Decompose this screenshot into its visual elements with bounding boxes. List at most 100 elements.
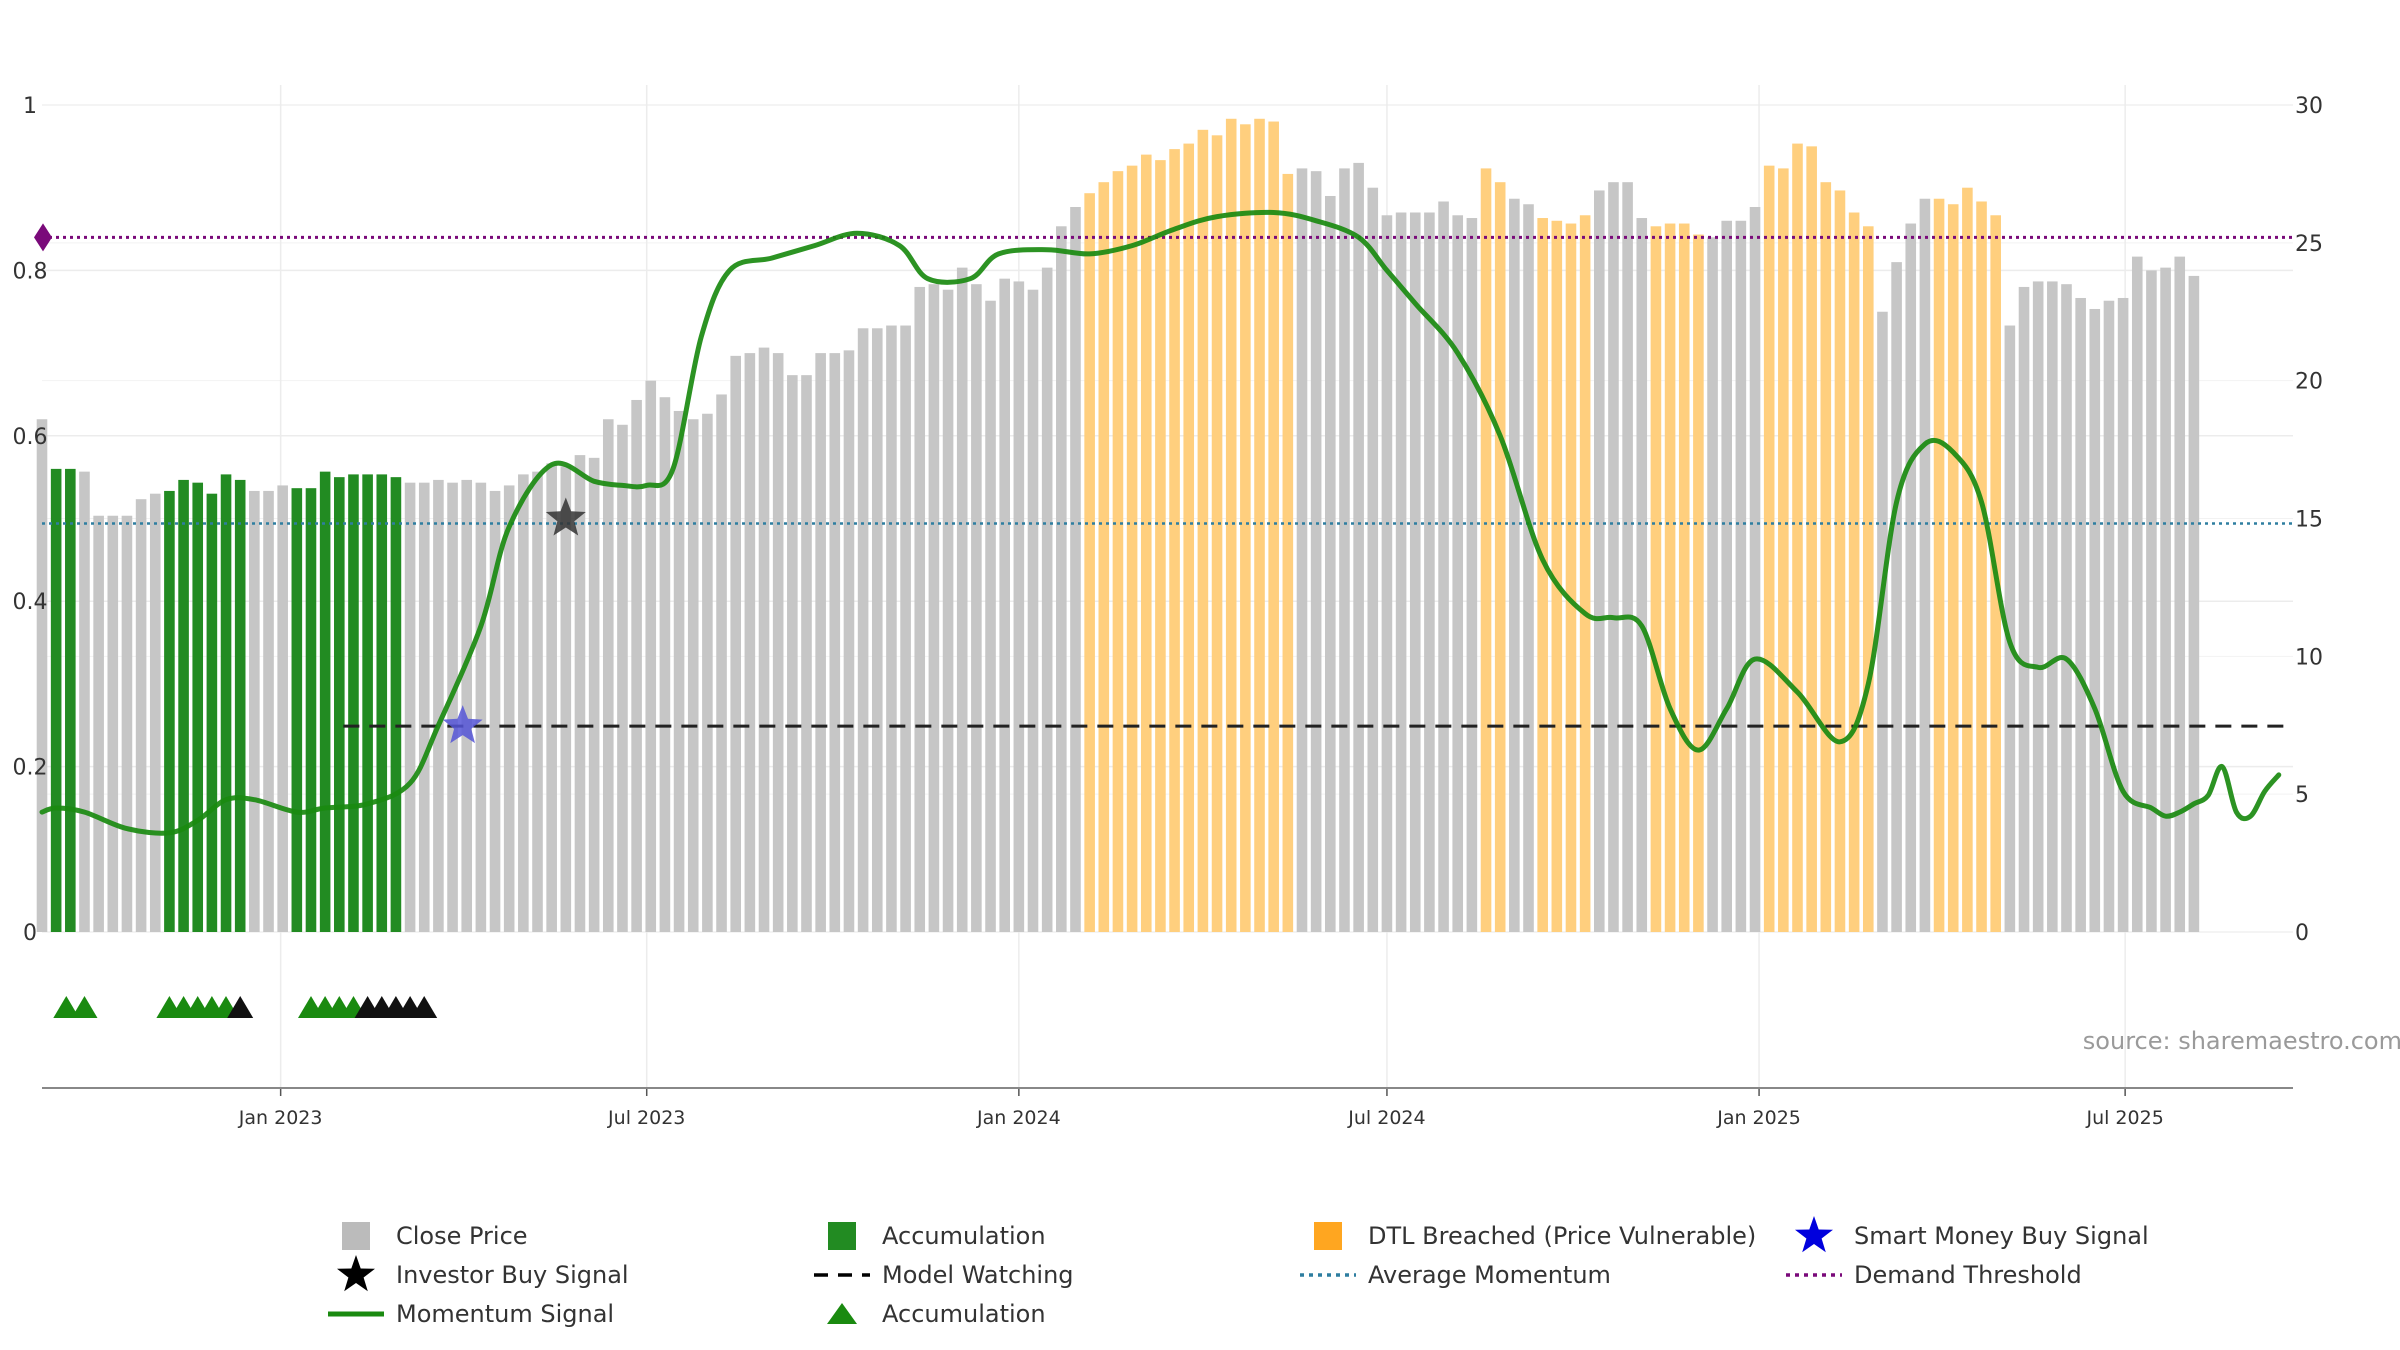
dtl-breached-bar [1197, 129, 1209, 932]
accumulation-bar [234, 479, 246, 932]
dtl-breached-bar [1579, 215, 1591, 932]
x-tick-label: Jan 2023 [238, 1107, 323, 1129]
close-price-bar [1707, 237, 1718, 932]
close-price-bar [1891, 262, 1902, 932]
legend-label: Model Watching [882, 1261, 1074, 1289]
close-price-bar [36, 419, 48, 932]
close-price-bar [263, 490, 274, 932]
y-left-tick-label: 0.8 [13, 259, 48, 284]
close-price-bar [2188, 275, 2200, 932]
accumulation-bar [65, 468, 76, 932]
legend-label: Close Price [396, 1222, 528, 1250]
price-bars [36, 118, 2200, 933]
close-price-bar [2047, 281, 2058, 932]
accumulation-bar [220, 474, 232, 932]
close-price-bar [1438, 201, 1449, 933]
investor-buy-star [545, 497, 586, 536]
close-price-bar [702, 413, 713, 932]
momentum-signal-line [39, 209, 2282, 836]
legend-label: Accumulation [882, 1300, 1046, 1328]
close-price-bar [914, 286, 926, 932]
close-price-bar [1353, 162, 1364, 932]
dtl-breached-bar [1155, 160, 1166, 932]
dtl-breached-bar [1211, 135, 1223, 932]
dtl-breached-bar [1650, 226, 1662, 933]
close-price-bar [503, 485, 515, 932]
y-left-tick-label: 0.4 [13, 590, 48, 615]
legend-item: Momentum Signal [328, 1300, 614, 1328]
legend-label: Investor Buy Signal [396, 1261, 629, 1289]
close-price-bar [1310, 171, 1322, 932]
close-price-bar [1041, 267, 1053, 932]
legend-label: Momentum Signal [396, 1300, 614, 1328]
close-price-bar [1424, 212, 1435, 932]
close-price-bar [871, 328, 883, 932]
accumulation-bar [178, 479, 189, 932]
x-tick-label: Jul 2024 [1347, 1107, 1425, 1129]
legend-item: Demand Threshold [1786, 1261, 2082, 1289]
close-price-bar [1877, 311, 1888, 932]
smart-money-buy-star [442, 705, 483, 744]
close-price-bar [1070, 207, 1081, 932]
close-price-bar [2075, 297, 2086, 933]
close-price-bar [2117, 297, 2129, 933]
dtl-breached-bar [1126, 165, 1138, 932]
dtl-breached-bar [1792, 143, 1803, 933]
close-price-bar [418, 482, 430, 932]
legend-label: DTL Breached (Price Vulnerable) [1368, 1222, 1756, 1250]
close-price-bar [93, 515, 104, 932]
legend-label: Accumulation [882, 1222, 1046, 1250]
legend-item: DTL Breached (Price Vulnerable) [1314, 1222, 1756, 1250]
accumulation-bar [362, 474, 373, 932]
close-price-bar [404, 482, 416, 932]
y-right-tick-label: 30 [2295, 94, 2323, 119]
dtl-breached-bar [1183, 143, 1195, 933]
y-right-tick-label: 5 [2295, 783, 2309, 808]
y-left-tick-label: 1 [23, 94, 37, 119]
dtl-breached-bar [1820, 182, 1832, 932]
close-price-bar [277, 485, 288, 932]
legend-label: Average Momentum [1368, 1261, 1611, 1289]
close-price-bar [758, 347, 770, 933]
y-left-tick-label: 0 [23, 921, 37, 946]
legend-label: Demand Threshold [1854, 1261, 2082, 1289]
legend-item: Average Momentum [1300, 1261, 1611, 1289]
close-price-bar [716, 394, 727, 932]
close-price-bar [673, 410, 685, 932]
dtl-breached-bar [1240, 124, 1251, 933]
close-price-bar [2032, 281, 2044, 932]
close-price-bar [602, 419, 614, 932]
close-price-bar [815, 353, 826, 933]
close-price-bar [1509, 198, 1520, 933]
close-price-bar [532, 471, 543, 932]
close-price-bar [1409, 212, 1421, 932]
close-price-bar [659, 397, 671, 933]
close-price-bar [1056, 226, 1067, 933]
close-price-bar [772, 353, 784, 933]
dtl-breached-bar [1693, 234, 1704, 932]
accumulation-bar [291, 488, 303, 932]
close-price-bar [744, 353, 756, 933]
close-price-bar [135, 499, 147, 932]
dtl-breached-bar [1962, 187, 1973, 932]
accumulation-bar [319, 471, 331, 932]
close-price-bar [1919, 198, 1931, 933]
demand-threshold-marker [34, 223, 52, 252]
close-price-bar [1594, 190, 1605, 932]
close-price-bar [1608, 182, 1619, 932]
close-price-bar [121, 515, 133, 932]
legend-item: Model Watching [814, 1261, 1074, 1289]
legend-item: Investor Buy Signal [337, 1255, 629, 1292]
close-price-bar [631, 399, 642, 933]
accumulation-bar [390, 477, 402, 932]
dtl-breached-bar [1098, 182, 1110, 932]
close-price-bar [107, 515, 119, 932]
dtl-breached-bar [1834, 190, 1846, 932]
dtl-breached-bar [1254, 118, 1265, 932]
accumulation-bar [164, 490, 175, 932]
close-price-bar [942, 289, 954, 932]
legend-star-icon [337, 1255, 375, 1292]
close-price-bar [560, 466, 572, 932]
close-price-bar [900, 325, 911, 932]
